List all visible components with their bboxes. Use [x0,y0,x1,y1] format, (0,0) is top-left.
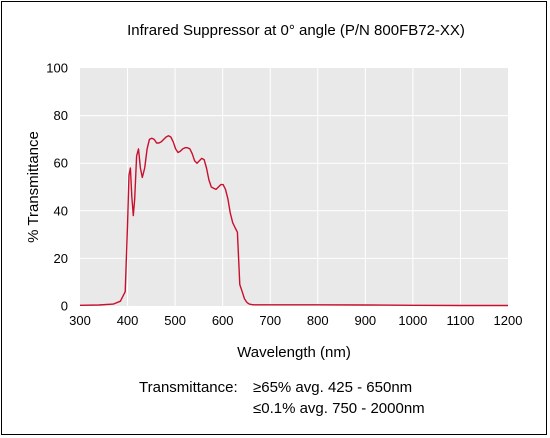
x-tick-label: 800 [307,313,329,328]
y-tick-labels: 0 20 40 60 80 100 [46,61,68,314]
y-tick-label: 40 [54,203,68,218]
transmittance-note-line-2: ≤0.1% avg. 750 - 2000nm [253,400,425,417]
x-tick-label: 1000 [398,313,427,328]
series-layer [79,135,508,307]
y-tick-label: 60 [54,156,68,171]
y-tick-label: 0 [61,299,68,314]
x-tick-label: 500 [164,313,186,328]
x-tick-label: 900 [354,313,376,328]
x-tick-label: 400 [117,313,139,328]
y-tick-label: 80 [54,108,68,123]
transmittance-note-label: Transmittance: [139,379,238,396]
x-tick-label: 1200 [494,313,523,328]
y-tick-label: 100 [46,61,68,76]
y-axis-label: % Transmittance [25,131,42,243]
y-tick-label: 20 [54,251,68,266]
transmittance-curve [79,135,508,307]
x-tick-label: 700 [259,313,281,328]
x-axis-label: Wavelength (nm) [237,344,351,361]
x-tick-label: 600 [212,313,234,328]
x-tick-label: 1100 [446,313,474,328]
plot-area [80,68,508,306]
x-tick-label: 300 [69,313,91,328]
chart-title: Infrared Suppressor at 0° angle (P/N 800… [127,22,465,39]
grid-lines [80,68,508,306]
x-tick-labels: 300 400 500 600 700 800 900 1000 1100 1200 [69,313,522,328]
transmittance-note-line-1: ≥65% avg. 425 - 650nm [253,379,412,396]
